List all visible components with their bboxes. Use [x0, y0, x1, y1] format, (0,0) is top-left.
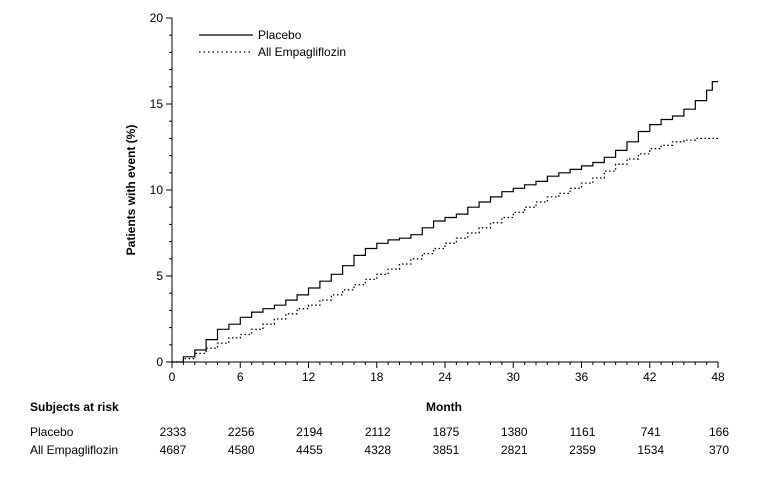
x-tick-label: 36	[575, 370, 589, 384]
legend-label-empagliflozin: All Empagliflozin	[258, 45, 346, 59]
y-tick-label: 5	[156, 269, 163, 283]
risk-value-placebo: 2112	[365, 425, 391, 439]
legend-label-placebo: Placebo	[258, 28, 302, 42]
y-tick-label: 0	[156, 355, 163, 369]
series-line-placebo	[172, 81, 718, 363]
risk-row-name-placebo: Placebo	[30, 425, 74, 439]
x-tick-label: 30	[507, 370, 521, 384]
risk-value-empagliflozin: 370	[709, 443, 729, 457]
risk-value-empagliflozin: 4580	[228, 443, 255, 457]
series-lines	[172, 81, 718, 363]
x-tick-label: 42	[643, 370, 657, 384]
risk-value-placebo: 2256	[228, 425, 255, 439]
y-axis-ticks: 0 5 10 15 20	[150, 11, 172, 369]
x-axis-title: Month	[426, 400, 462, 414]
y-tick-label: 20	[150, 11, 164, 25]
y-tick-label: 10	[150, 183, 164, 197]
risk-value-placebo: 1380	[501, 425, 528, 439]
risk-row-name-empagliflozin: All Empagliflozin	[30, 443, 118, 457]
risk-value-placebo: 166	[709, 425, 729, 439]
x-tick-label: 24	[438, 370, 452, 384]
x-tick-label: 48	[711, 370, 725, 384]
x-tick-label: 0	[169, 370, 176, 384]
risk-value-empagliflozin: 1534	[637, 443, 664, 457]
x-axis-ticks: 0 6 12 18 24 30 36 42 48	[169, 362, 725, 384]
risk-value-placebo: 2333	[160, 425, 187, 439]
risk-table-title: Subjects at risk	[30, 400, 119, 414]
risk-value-empagliflozin: 4328	[364, 443, 391, 457]
risk-value-placebo: 1161	[570, 425, 596, 439]
risk-value-placebo: 2194	[296, 425, 323, 439]
risk-value-empagliflozin: 2359	[569, 443, 596, 457]
series-line-empagliflozin	[172, 137, 718, 363]
legend: Placebo All Empagliflozin	[199, 28, 346, 59]
y-axis-title: Patients with event (%)	[124, 125, 138, 256]
risk-value-empagliflozin: 4455	[296, 443, 323, 457]
risk-table: Subjects at risk Placebo All Empaglifloz…	[30, 400, 729, 457]
risk-value-empagliflozin: 2821	[501, 443, 528, 457]
risk-value-empagliflozin: 3851	[433, 443, 460, 457]
risk-value-placebo: 1875	[433, 425, 460, 439]
y-tick-label: 15	[150, 97, 164, 111]
x-tick-label: 6	[237, 370, 244, 384]
x-tick-label: 18	[370, 370, 384, 384]
risk-value-empagliflozin: 4687	[160, 443, 187, 457]
risk-table-values: 2333 2256 2194 2112 1875 1380 1161 741 166 4687 45…	[160, 425, 730, 457]
plot-area: 0 5 10 15 20 0 6 12 18 24 30 36 42 48	[150, 11, 725, 384]
x-tick-label: 12	[302, 370, 316, 384]
risk-value-placebo: 741	[641, 425, 661, 439]
